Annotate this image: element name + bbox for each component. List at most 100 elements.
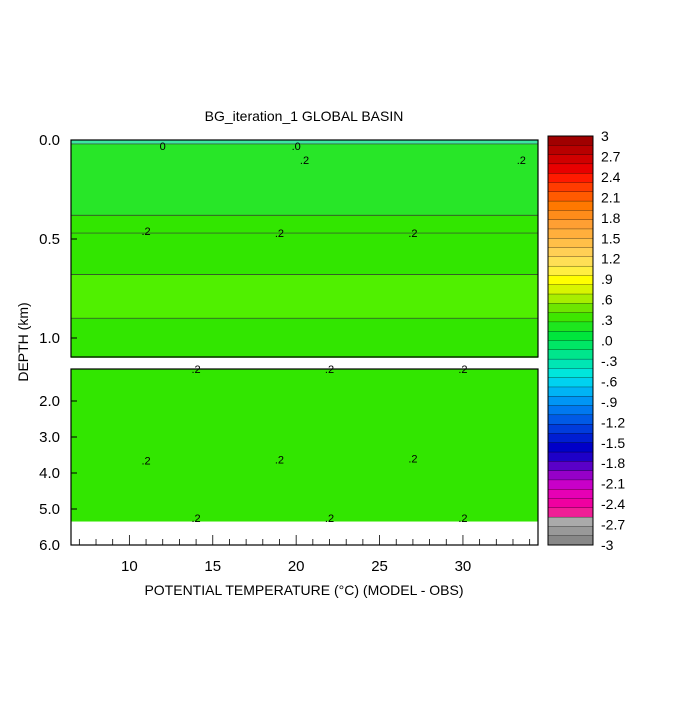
colorbar-swatch-8	[547, 210, 594, 221]
upper-band-3	[71, 233, 538, 275]
colorbar-swatch-42	[547, 526, 594, 537]
colorbar-swatch-39	[547, 498, 594, 509]
colorbar-swatch-28	[547, 396, 594, 407]
colorbar-swatch-15	[547, 275, 594, 286]
lower-contour-label-7: .2	[325, 513, 334, 525]
colorbar-swatch-18	[547, 303, 594, 314]
colorbar-swatch-20	[547, 321, 594, 332]
colorbar-label-9: .3	[601, 312, 613, 328]
colorbar-swatch-32	[547, 433, 594, 444]
upper-contour-label-1: .0	[292, 141, 301, 153]
colorbar-swatch-35	[547, 461, 594, 472]
colorbar-swatch-6	[547, 191, 594, 202]
lower-contour-label-0: .2	[191, 364, 200, 376]
colorbar-swatch-17	[547, 293, 594, 304]
colorbar-label-10: .0	[601, 333, 613, 349]
lower-contour-label-6: .2	[191, 513, 200, 525]
colorbar-swatch-9	[547, 219, 594, 230]
x-axis-label: POTENTIAL TEMPERATURE (°C) (MODEL - OBS)	[144, 582, 463, 598]
colorbar-label-13: -.9	[601, 394, 618, 410]
upper-band-1	[71, 143, 538, 216]
colorbar-swatch-38	[547, 489, 594, 499]
colorbar-label-12: -.6	[601, 373, 618, 389]
colorbar-label-11: -.3	[601, 353, 618, 369]
lower-y-tick-label-2: 4.0	[39, 465, 60, 482]
lower-y-tick-label-3: 5.0	[39, 501, 60, 518]
colorbar-label-14: -1.2	[601, 414, 625, 430]
colorbar-frame	[547, 135, 594, 546]
x-tick-label-0: 10	[121, 558, 138, 575]
colorbar-swatch-14	[547, 265, 594, 276]
colorbar-label-18: -2.4	[601, 496, 625, 512]
colorbar-swatch-5	[547, 182, 594, 193]
x-tick-label-2: 20	[288, 558, 305, 575]
colorbar-swatch-33	[547, 442, 594, 453]
lower-y-tick-label-4: 6.0	[39, 537, 60, 554]
colorbar-swatch-13	[547, 256, 594, 267]
colorbar-label-6: 1.2	[601, 251, 621, 267]
lower-contour-label-5: .2	[408, 454, 417, 466]
x-axis: 10 15 20 25 30	[78, 535, 531, 575]
upper-contour-label-5: .2	[275, 228, 284, 240]
colorbar-swatch-3	[547, 163, 594, 174]
upper-band-4	[71, 274, 538, 319]
colorbar-label-15: -1.5	[601, 435, 625, 451]
upper-band-2	[71, 215, 538, 234]
x-tick-label-4: 30	[455, 558, 472, 575]
lower-y-tick-label-1: 3.0	[39, 429, 60, 446]
colorbar-label-8: .6	[601, 292, 613, 308]
upper-y-tick-label-2: 1.0	[39, 330, 60, 347]
upper-band-5	[71, 318, 538, 358]
colorbar-label-2: 2.4	[601, 169, 621, 185]
colorbar-label-7: .9	[601, 271, 613, 287]
colorbar-swatch-30	[547, 414, 594, 425]
colorbar-swatch-12	[547, 247, 594, 258]
colorbar-swatch-40	[547, 507, 594, 518]
colorbar-swatch-10	[547, 228, 594, 239]
colorbar-label-16: -1.8	[601, 455, 625, 471]
lower-contour-label-1: .2	[325, 364, 334, 376]
colorbar-label-5: 1.5	[601, 230, 621, 246]
colorbar-label-0: 3	[601, 128, 609, 144]
colorbar-label-20: -3	[601, 537, 614, 553]
colorbar-swatch-1	[547, 145, 594, 156]
colorbar-swatch-7	[547, 200, 594, 211]
colorbar-swatch-27	[547, 386, 594, 397]
lower-band-1	[71, 521, 538, 545]
upper-contour-label-0: 0	[160, 141, 166, 153]
lower-frame	[70, 368, 539, 546]
colorbar-swatch-24	[547, 358, 594, 369]
lower-contour-label-3: .2	[141, 455, 150, 467]
colorbar-label-17: -2.1	[601, 476, 625, 492]
x-tick-label-1: 15	[204, 558, 221, 575]
colorbar: 3 2.7 2.4 2.1 1.8 1.5 1.2 .9 .6 .3 .0 -.3 -.6 -.9 -1.2…	[547, 128, 625, 553]
upper-frame	[70, 139, 539, 358]
colorbar-label-1: 2.7	[601, 148, 621, 164]
y-axis-label: DEPTH (km)	[15, 302, 31, 381]
colorbar-swatch-23	[547, 349, 594, 360]
upper-y-tick-label-0: 0.0	[39, 132, 60, 149]
colorbar-swatch-41	[547, 516, 594, 527]
lower-band-0	[71, 369, 538, 522]
colorbar-swatch-16	[547, 284, 594, 295]
lower-contour-label-2: .2	[458, 364, 467, 376]
upper-contour-label-6: .2	[408, 228, 417, 240]
lower-y-tick-label-0: 2.0	[39, 393, 60, 410]
colorbar-swatch-22	[547, 340, 594, 351]
chart-title: BG_iteration_1 GLOBAL BASIN	[205, 108, 404, 124]
colorbar-swatch-43	[547, 535, 594, 546]
colorbar-label-3: 2.1	[601, 189, 621, 205]
colorbar-swatch-11	[547, 238, 594, 248]
colorbar-swatch-2	[547, 154, 594, 165]
upper-panel: 0.0.2.2.2.2.20.00.51.0	[39, 132, 539, 358]
x-tick-label-3: 25	[371, 558, 388, 575]
colorbar-swatch-31	[547, 424, 594, 434]
colorbar-swatch-37	[547, 479, 594, 490]
colorbar-swatch-36	[547, 470, 594, 481]
lower-contour-label-4: .2	[275, 454, 284, 466]
colorbar-swatch-25	[547, 368, 594, 379]
lower-panel: .2 .2 .2 .2 .2 .2 .2 .2 .2 2.0 3.0 4.0 5.0 6.0	[39, 364, 539, 554]
colorbar-swatch-4	[547, 173, 594, 183]
